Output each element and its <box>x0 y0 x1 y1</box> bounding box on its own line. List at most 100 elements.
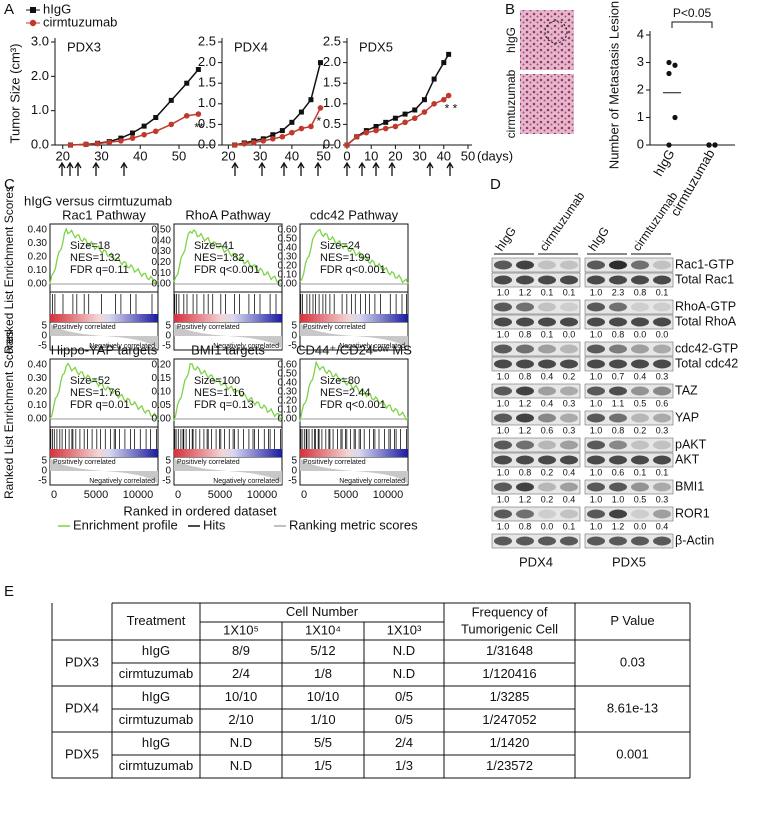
blot <box>584 341 674 357</box>
plot-frame <box>299 223 409 351</box>
band <box>609 455 627 465</box>
point <box>411 115 418 122</box>
band <box>494 344 512 354</box>
quant-label: 0.8 <box>519 467 532 477</box>
band <box>631 302 649 312</box>
neg-label: Negatively correlated <box>213 478 279 485</box>
x-tick-label: 30 <box>412 148 426 163</box>
quant-label: 1.2 <box>519 398 532 408</box>
band <box>494 260 512 270</box>
y-tick-label: 0.50 <box>278 369 298 380</box>
band <box>516 440 534 450</box>
band <box>653 260 671 270</box>
band <box>587 482 605 492</box>
treatment-arrow <box>92 161 100 176</box>
band <box>538 536 556 546</box>
rank-tick-label: 5 <box>41 456 47 467</box>
table-cell: PDX5 <box>65 746 99 761</box>
band <box>538 440 556 450</box>
band <box>631 275 649 285</box>
table-cell: cirmtuzumab <box>119 758 193 773</box>
pos-label: Positively correlated <box>303 324 366 331</box>
table-cell: 1/8 <box>314 666 332 681</box>
blot <box>491 533 581 549</box>
x-tick-label: 10000 <box>373 489 404 501</box>
band <box>516 359 534 369</box>
x-tick-label: 50 <box>172 148 186 163</box>
quant-label: 0.3 <box>656 371 669 381</box>
quant-label: 1.0 <box>497 287 510 297</box>
rank-gradient <box>300 449 408 457</box>
quant-label: 1.0 <box>497 398 510 408</box>
band <box>587 509 605 519</box>
band <box>653 413 671 423</box>
legend-label: Hits <box>203 517 226 532</box>
blot <box>584 314 674 330</box>
band <box>631 413 649 423</box>
table-cell: cirmtuzumab <box>119 712 193 727</box>
point <box>402 111 408 117</box>
band <box>609 509 627 519</box>
point <box>666 59 672 66</box>
table-cell: 5/12 <box>310 643 335 658</box>
table-header: P Value <box>610 613 654 628</box>
point <box>308 123 314 130</box>
table-cell: 8.61e-13 <box>607 700 658 715</box>
band <box>560 386 578 396</box>
hits <box>174 294 277 314</box>
quant-label: 0.0 <box>563 329 576 339</box>
protein-label: Total RhoA <box>675 314 737 328</box>
point <box>153 115 159 121</box>
quant-label: 1.0 <box>590 371 603 381</box>
ranking-metric <box>50 323 158 349</box>
band <box>516 413 534 423</box>
gsea-stat: NES=1.32 <box>70 252 120 264</box>
quant-label: 0.6 <box>612 467 625 477</box>
gsea-stat: Size=41 <box>194 240 234 252</box>
y-tick-label: 2.0 <box>198 54 216 69</box>
gsea-stat: Size=80 <box>320 375 360 387</box>
band <box>538 386 556 396</box>
gsea-stat: Size=100 <box>194 375 240 387</box>
gsea-stat: NES=1.76 <box>70 387 120 399</box>
table-cell: 1/23572 <box>486 758 533 773</box>
quant-label: 1.2 <box>519 425 532 435</box>
y-tick-label: 0.30 <box>278 252 298 263</box>
quant-label: 0.0 <box>541 521 554 531</box>
band <box>494 275 512 285</box>
ranking-metric <box>50 458 158 484</box>
y-tick-label: 2.5 <box>323 33 341 48</box>
point <box>308 97 314 103</box>
x-tick-label: 30 <box>253 148 267 163</box>
table-cell: 1/5 <box>314 758 332 773</box>
pos-label: Positively correlated <box>303 459 366 466</box>
point <box>672 114 678 121</box>
blot <box>491 299 581 315</box>
band <box>631 260 649 270</box>
y-tick-label: 1.0 <box>31 102 49 117</box>
band <box>587 317 605 327</box>
band <box>653 386 671 396</box>
chart-title: PDX3 <box>67 39 101 54</box>
gsea-panel-title: Hippo-YAP targets <box>51 342 158 357</box>
enrichment-profile <box>173 228 283 285</box>
blot <box>584 452 674 468</box>
x-tick-label: 10 <box>364 148 378 163</box>
band <box>494 386 512 396</box>
band <box>653 344 671 354</box>
band <box>560 359 578 369</box>
point <box>412 107 418 113</box>
treatment-arrow <box>231 161 239 176</box>
quant-label: 0.3 <box>563 398 576 408</box>
plot-frame <box>49 358 159 486</box>
band <box>653 536 671 546</box>
x-tick-label: 20 <box>388 148 402 163</box>
point <box>152 128 159 135</box>
table-header: Treatment <box>127 613 186 628</box>
quant-label: 0.2 <box>634 425 647 435</box>
rank-gradient <box>174 449 282 457</box>
point <box>241 140 248 147</box>
y-tick-label: 0.20 <box>278 396 298 407</box>
y-tick-label: 0.5 <box>323 116 341 131</box>
table-cell: 1/120416 <box>482 666 536 681</box>
